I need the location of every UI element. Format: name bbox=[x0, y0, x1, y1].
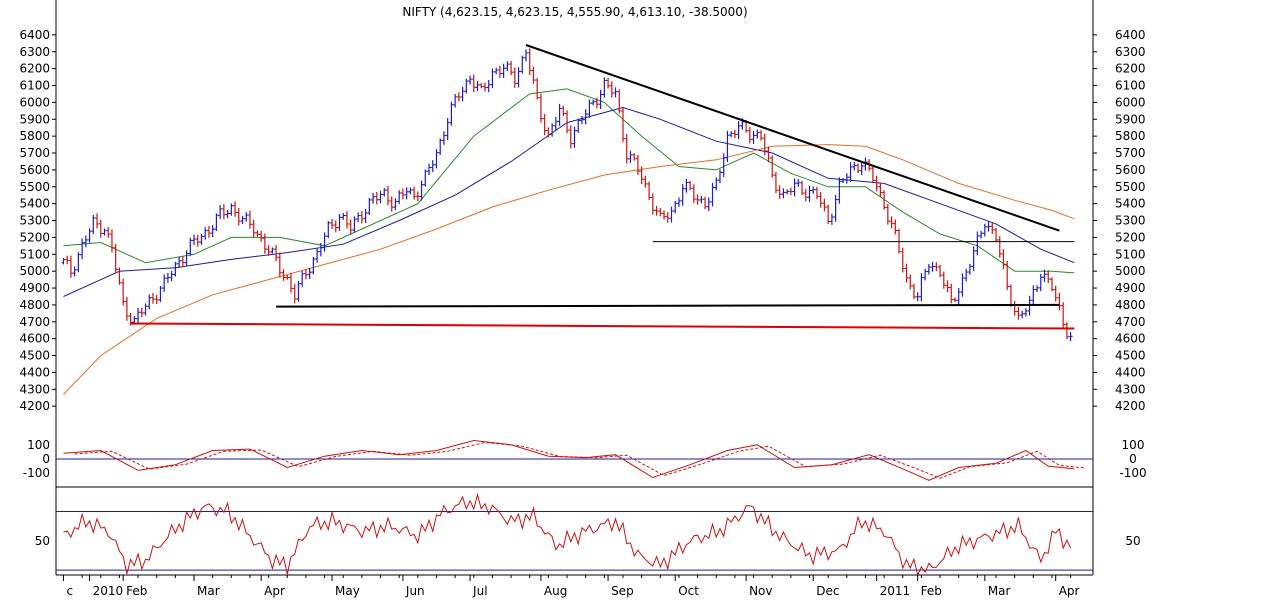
x-axis: c 2010 Feb Mar Apr May Jun Jul Aug Sep Oct Nov Dec 20… bbox=[56, 574, 1093, 598]
oscillator-tick-label-left: 50 bbox=[35, 534, 50, 548]
x-tick-label: Mar bbox=[197, 584, 220, 598]
x-tick-label: Dec bbox=[816, 584, 839, 598]
x-tick-label: Jun bbox=[405, 584, 425, 598]
macd-tick-label-right: -100 bbox=[1119, 466, 1146, 480]
macd-tick-label-right: 100 bbox=[1122, 438, 1145, 452]
price-tick-label-right: 6100 bbox=[1115, 79, 1146, 93]
price-tick-label-left: 5900 bbox=[19, 112, 50, 126]
price-tick-label-right: 6000 bbox=[1115, 95, 1146, 109]
price-tick-label-left: 5600 bbox=[19, 163, 50, 177]
price-tick-label-right: 5200 bbox=[1115, 230, 1146, 244]
price-tick-label-left: 5000 bbox=[19, 264, 50, 278]
price-panel: 4200 4200 4300 4300 4400 4400 4500 4500 4600 4600… bbox=[19, 0, 1146, 575]
x-tick-label: Oct bbox=[678, 584, 699, 598]
price-tick-label-right: 4300 bbox=[1115, 382, 1146, 396]
price-tick-label-left: 5100 bbox=[19, 247, 50, 261]
price-tick-label-right: 4700 bbox=[1115, 315, 1146, 329]
price-tick-label-right: 5100 bbox=[1115, 247, 1146, 261]
price-tick-label-right: 5800 bbox=[1115, 129, 1146, 143]
price-tick-label-left: 5200 bbox=[19, 230, 50, 244]
price-tick-label-left: 4500 bbox=[19, 349, 50, 363]
price-tick-label-left: 4600 bbox=[19, 332, 50, 346]
x-tick-label: Sep bbox=[611, 584, 634, 598]
price-tick-label-left: 5800 bbox=[19, 129, 50, 143]
x-tick-label: May bbox=[335, 584, 360, 598]
price-tick-label-right: 6400 bbox=[1115, 28, 1146, 42]
x-tick-label: Jul bbox=[472, 584, 487, 598]
moving-average-line bbox=[63, 144, 1075, 395]
price-tick-label-left: 4300 bbox=[19, 382, 50, 396]
price-tick-label-left: 6200 bbox=[19, 62, 50, 76]
price-tick-label-right: 4400 bbox=[1115, 365, 1146, 379]
price-tick-label-right: 5500 bbox=[1115, 180, 1146, 194]
price-tick-label-right: 6300 bbox=[1115, 45, 1146, 59]
macd-signal-line bbox=[74, 441, 1086, 479]
price-tick-label-left: 6100 bbox=[19, 79, 50, 93]
trendline bbox=[276, 303, 1060, 308]
price-tick-label-left: 5400 bbox=[19, 197, 50, 211]
price-tick-label-left: 6400 bbox=[19, 28, 50, 42]
price-tick-label-right: 5000 bbox=[1115, 264, 1146, 278]
macd-tick-label-left: -100 bbox=[23, 466, 50, 480]
x-tick-label: Feb bbox=[921, 584, 942, 598]
x-tick-label: Apr bbox=[264, 584, 285, 598]
x-tick-label: Apr bbox=[1059, 584, 1080, 598]
price-tick-label-left: 5700 bbox=[19, 146, 50, 160]
price-tick-label-left: 4200 bbox=[19, 399, 50, 413]
price-tick-label-left: 4900 bbox=[19, 281, 50, 295]
oscillator-tick-label-right: 50 bbox=[1125, 534, 1140, 548]
x-tick-label: c bbox=[66, 584, 73, 598]
x-tick-label: Mar bbox=[988, 584, 1011, 598]
trendline bbox=[525, 44, 1060, 232]
price-tick-label-right: 5900 bbox=[1115, 112, 1146, 126]
price-tick-label-left: 4800 bbox=[19, 298, 50, 312]
price-tick-label-left: 4700 bbox=[19, 315, 50, 329]
x-tick-label: Nov bbox=[749, 584, 772, 598]
price-tick-label-left: 5300 bbox=[19, 214, 50, 228]
price-bars bbox=[61, 48, 1073, 342]
price-tick-label-right: 4500 bbox=[1115, 349, 1146, 363]
price-tick-label-right: 6200 bbox=[1115, 62, 1146, 76]
trendline bbox=[130, 322, 1075, 330]
price-tick-label-left: 4400 bbox=[19, 365, 50, 379]
x-tick-label: 2011 bbox=[880, 584, 911, 598]
x-tick-label: 2010 bbox=[93, 584, 124, 598]
price-tick-label-left: 6300 bbox=[19, 45, 50, 59]
macd-line bbox=[63, 439, 1075, 481]
macd-tick-label-left: 100 bbox=[27, 438, 50, 452]
price-tick-label-right: 4200 bbox=[1115, 399, 1146, 413]
price-tick-label-right: 4900 bbox=[1115, 281, 1146, 295]
price-tick-label-left: 6000 bbox=[19, 95, 50, 109]
macd-tick-label-right: 0 bbox=[1129, 452, 1137, 466]
moving-average-line bbox=[63, 106, 1075, 297]
x-tick-label: Feb bbox=[126, 584, 147, 598]
oscillator-line bbox=[63, 492, 1072, 577]
price-tick-label-left: 5500 bbox=[19, 180, 50, 194]
macd-tick-label-left: 0 bbox=[42, 452, 50, 466]
price-tick-label-right: 5600 bbox=[1115, 163, 1146, 177]
chart-title: NIFTY (4,623.15, 4,623.15, 4,555.90, 4,6… bbox=[402, 5, 747, 19]
price-tick-label-right: 4800 bbox=[1115, 298, 1146, 312]
price-tick-label-right: 5400 bbox=[1115, 197, 1146, 211]
oscillator-panel: 50 50 bbox=[35, 492, 1141, 577]
price-tick-label-right: 5700 bbox=[1115, 146, 1146, 160]
x-tick-label: Aug bbox=[544, 584, 567, 598]
price-tick-label-right: 4600 bbox=[1115, 332, 1146, 346]
price-tick-label-right: 5300 bbox=[1115, 214, 1146, 228]
